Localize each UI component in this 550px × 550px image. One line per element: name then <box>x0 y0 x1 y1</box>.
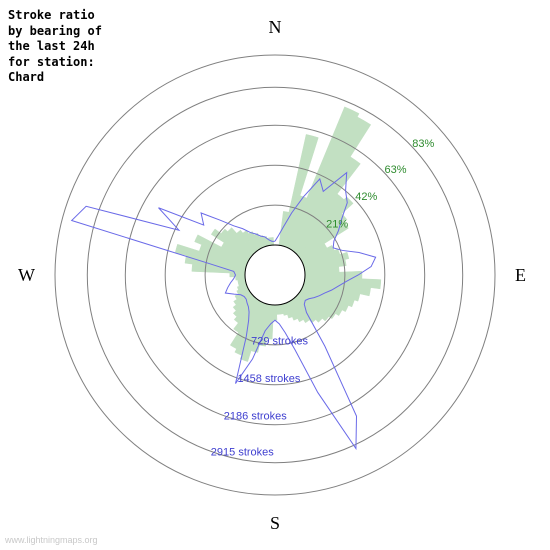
polar-chart: 21% 42% 63% 83% 729 strokes 1458 strokes 2186 … <box>0 0 550 550</box>
chart-title: Stroke ratio by bearing of the last 24h … <box>8 8 102 86</box>
svg-text:729 strokes: 729 strokes <box>251 336 308 348</box>
svg-text:83%: 83% <box>412 138 434 150</box>
svg-text:63%: 63% <box>384 164 406 176</box>
svg-text:N: N <box>269 17 282 37</box>
svg-text:2915 strokes: 2915 strokes <box>211 446 274 458</box>
svg-text:W: W <box>18 265 35 285</box>
svg-text:21%: 21% <box>326 218 348 230</box>
svg-text:2186 strokes: 2186 strokes <box>224 411 287 423</box>
svg-text:1458 strokes: 1458 strokes <box>237 373 300 385</box>
svg-text:S: S <box>270 513 280 533</box>
svg-text:42%: 42% <box>355 191 377 203</box>
attribution: www.lightningmaps.org <box>5 535 98 545</box>
svg-text:E: E <box>515 265 526 285</box>
